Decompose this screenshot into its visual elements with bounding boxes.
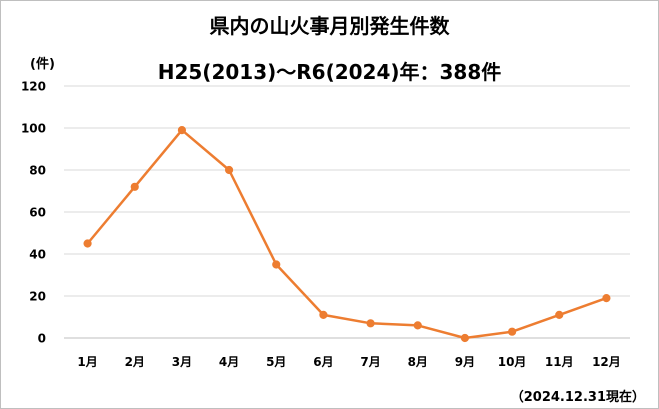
x-tick-label: 1月 <box>77 355 97 369</box>
x-tick-label: 10月 <box>498 355 527 369</box>
data-point <box>555 310 564 319</box>
y-tick-label: 120 <box>21 80 46 94</box>
data-point <box>319 310 328 319</box>
x-tick-label: 8月 <box>408 355 428 369</box>
data-point <box>83 239 92 248</box>
data-point <box>177 126 187 135</box>
x-tick-label: 6月 <box>313 355 333 369</box>
y-tick-label: 20 <box>29 290 46 304</box>
x-tick-label: 4月 <box>219 355 239 369</box>
x-tick-label: 5月 <box>266 355 286 369</box>
y-tick-label: 100 <box>21 122 46 136</box>
x-tick-label: 7月 <box>360 355 380 369</box>
x-tick-label: 12月 <box>592 355 621 369</box>
data-point <box>130 182 139 191</box>
y-tick-label: 80 <box>29 164 46 178</box>
y-tick-label: 40 <box>29 248 46 262</box>
series-line <box>86 128 608 340</box>
y-unit-label: (件) <box>30 57 55 72</box>
data-point <box>272 260 281 269</box>
x-tick-label: 2月 <box>125 355 145 369</box>
data-point <box>224 165 234 175</box>
data-point <box>460 333 470 343</box>
data-point <box>413 321 422 330</box>
chart-subtitle: H25(2013)〜R6(2024)年：388件 <box>157 60 502 84</box>
chart-title: 県内の山火事月別発生件数 <box>209 14 450 38</box>
as-of-note: （2024.12.31現在） <box>510 390 645 405</box>
data-point <box>602 294 611 303</box>
data-point <box>507 327 517 336</box>
data-point <box>366 319 375 328</box>
x-tick-label: 9月 <box>455 355 475 369</box>
x-tick-label: 3月 <box>172 355 192 369</box>
y-tick-label: 60 <box>29 206 46 220</box>
x-tick-label: 11月 <box>545 355 574 369</box>
y-tick-label: 0 <box>38 332 46 346</box>
